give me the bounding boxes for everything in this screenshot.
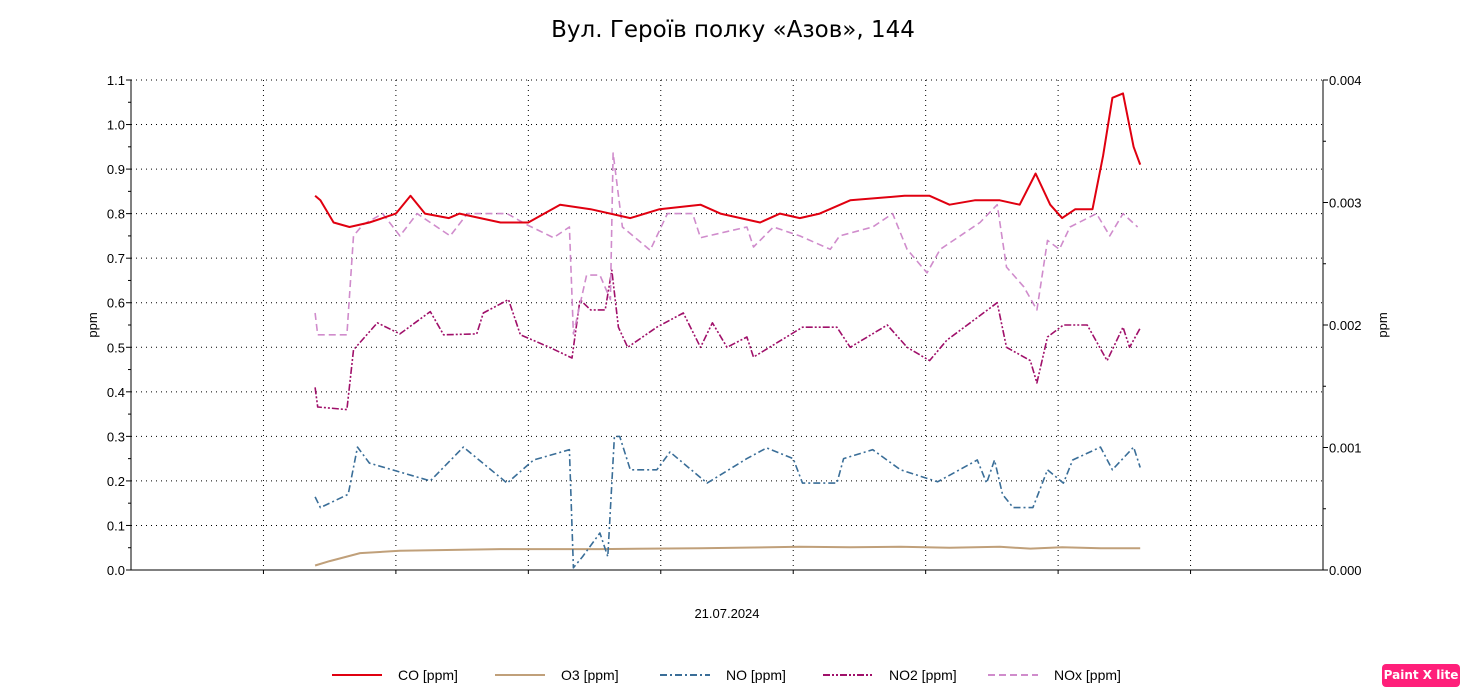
y-tick-label: 0.1 [107,518,125,533]
y-tick-label: 0.6 [107,296,125,311]
legend-label: CO [ppm] [398,667,458,683]
series-line-co [314,92,1142,228]
y-tick-label: 1.1 [107,73,125,88]
y-ticks-left: 0.0 0.1 0.2 0.3 0.4 0.5 0.6 0.7 0.8 0.9 1.0 1.1 [107,73,131,578]
series-group [314,92,1142,569]
y-ticks-right: 0.000 0.001 0.002 0.003 0.004 [1323,73,1362,578]
y2-tick-label: 0.000 [1329,563,1362,578]
y2-tick-label: 0.004 [1329,73,1362,88]
y-tick-label: 0.8 [107,207,125,222]
chart-title: Вул. Героїв полку «Азов», 144 [551,17,915,43]
legend-label: NO [ppm] [726,667,786,683]
y-axis-label: ppm [85,312,100,337]
series-line-nox [314,152,1139,336]
series-line-o3 [314,545,1141,567]
y2-tick-label: 0.001 [1329,441,1362,456]
y-tick-label: 0.2 [107,474,125,489]
series-line-no [314,435,1141,569]
y-tick-label: 0.9 [107,162,125,177]
plot-frame [131,80,1323,570]
legend: CO [ppm] O3 [ppm] NO [ppm] NO2 [ppm] NOx [pp… [332,667,1121,683]
legend-label: NO2 [ppm] [889,667,957,683]
y2-axis-label: ppm [1375,312,1390,337]
legend-label: O3 [ppm] [561,667,619,683]
legend-label: NOx [ppm] [1054,667,1121,683]
y-tick-label: 0.7 [107,251,125,266]
y-tick-label: 0.3 [107,429,125,444]
y-tick-label: 0.5 [107,340,125,355]
grid [131,79,1323,574]
paint-x-lite-badge[interactable]: Paint X lite [1382,664,1460,687]
x-axis-label: 21.07.2024 [694,606,759,621]
y-tick-label: 1.0 [107,118,125,133]
y2-tick-label: 0.003 [1329,196,1362,211]
series-line-no2 [314,269,1141,411]
y2-tick-label: 0.002 [1329,318,1362,333]
y-tick-label: 0.4 [107,385,125,400]
y-tick-label: 0.0 [107,563,125,578]
